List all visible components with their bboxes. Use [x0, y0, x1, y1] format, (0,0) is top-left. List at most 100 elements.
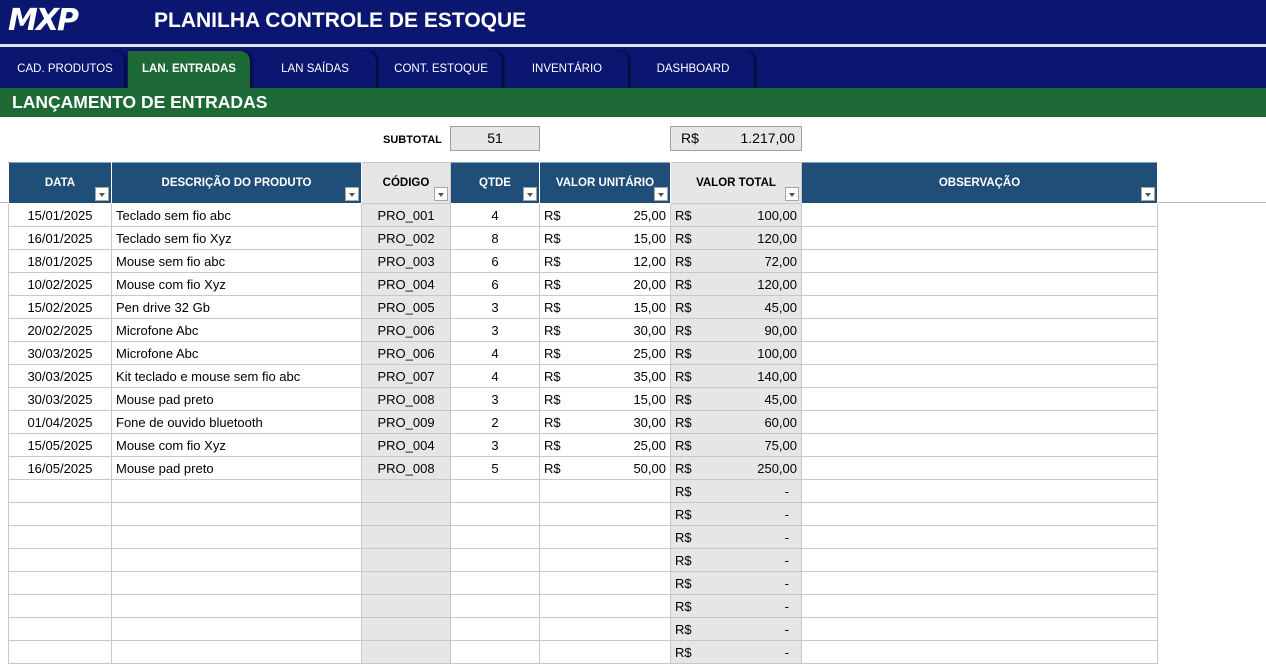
observation-cell[interactable]: [801, 571, 1158, 595]
filter-dropdown-icon[interactable]: [785, 187, 799, 201]
quantity-cell[interactable]: 8: [450, 226, 540, 250]
date-cell[interactable]: 01/04/2025: [8, 410, 112, 434]
unit-value-cell[interactable]: [539, 548, 671, 572]
unit-value-cell[interactable]: [539, 594, 671, 618]
tab-cont-estoque[interactable]: CONT. ESTOQUE: [380, 51, 502, 88]
description-cell[interactable]: Mouse sem fio abc: [111, 249, 362, 273]
observation-cell[interactable]: [801, 525, 1158, 549]
unit-value-cell[interactable]: R$ 12,00: [539, 249, 671, 273]
description-cell[interactable]: [111, 502, 362, 526]
code-cell[interactable]: PRO_008: [361, 387, 451, 411]
total-value-cell[interactable]: R$ 100,00: [670, 341, 802, 365]
quantity-cell[interactable]: [450, 525, 540, 549]
date-cell[interactable]: 18/01/2025: [8, 249, 112, 273]
date-cell[interactable]: 15/02/2025: [8, 295, 112, 319]
observation-cell[interactable]: [801, 272, 1158, 296]
observation-cell[interactable]: [801, 318, 1158, 342]
date-cell[interactable]: [8, 479, 112, 503]
date-cell[interactable]: 30/03/2025: [8, 341, 112, 365]
quantity-cell[interactable]: [450, 640, 540, 664]
date-cell[interactable]: 15/01/2025: [8, 203, 112, 227]
quantity-cell[interactable]: 4: [450, 341, 540, 365]
observation-cell[interactable]: [801, 226, 1158, 250]
description-cell[interactable]: Mouse com fio Xyz: [111, 272, 362, 296]
column-header-data[interactable]: DATA: [8, 162, 112, 204]
column-header-valor-unitario[interactable]: VALOR UNITÁRIO: [539, 162, 671, 204]
total-value-cell[interactable]: R$ 90,00: [670, 318, 802, 342]
date-cell[interactable]: [8, 617, 112, 641]
total-value-cell[interactable]: R$ 75,00: [670, 433, 802, 457]
code-cell[interactable]: PRO_005: [361, 295, 451, 319]
code-cell[interactable]: [361, 548, 451, 572]
total-value-cell[interactable]: R$ 45,00: [670, 295, 802, 319]
observation-cell[interactable]: [801, 387, 1158, 411]
code-cell[interactable]: PRO_003: [361, 249, 451, 273]
unit-value-cell[interactable]: R$ 15,00: [539, 226, 671, 250]
observation-cell[interactable]: [801, 479, 1158, 503]
total-value-cell[interactable]: R$ 140,00: [670, 364, 802, 388]
description-cell[interactable]: [111, 548, 362, 572]
code-cell[interactable]: PRO_004: [361, 433, 451, 457]
description-cell[interactable]: [111, 479, 362, 503]
unit-value-cell[interactable]: R$ 50,00: [539, 456, 671, 480]
quantity-cell[interactable]: [450, 594, 540, 618]
description-cell[interactable]: [111, 617, 362, 641]
code-cell[interactable]: [361, 502, 451, 526]
code-cell[interactable]: PRO_008: [361, 456, 451, 480]
total-value-cell[interactable]: R$ -: [670, 617, 802, 641]
quantity-cell[interactable]: 2: [450, 410, 540, 434]
code-cell[interactable]: PRO_001: [361, 203, 451, 227]
code-cell[interactable]: [361, 594, 451, 618]
filter-dropdown-icon[interactable]: [654, 187, 668, 201]
description-cell[interactable]: [111, 594, 362, 618]
code-cell[interactable]: PRO_006: [361, 318, 451, 342]
unit-value-cell[interactable]: [539, 479, 671, 503]
total-value-cell[interactable]: R$ -: [670, 594, 802, 618]
code-cell[interactable]: PRO_002: [361, 226, 451, 250]
quantity-cell[interactable]: 6: [450, 249, 540, 273]
description-cell[interactable]: Microfone Abc: [111, 318, 362, 342]
column-header-observacao[interactable]: OBSERVAÇÃO: [801, 162, 1158, 204]
filter-dropdown-icon[interactable]: [523, 187, 537, 201]
code-cell[interactable]: PRO_006: [361, 341, 451, 365]
column-header-descricao[interactable]: DESCRIÇÃO DO PRODUTO: [111, 162, 362, 204]
total-value-cell[interactable]: R$ -: [670, 525, 802, 549]
code-cell[interactable]: PRO_009: [361, 410, 451, 434]
quantity-cell[interactable]: [450, 479, 540, 503]
unit-value-cell[interactable]: R$ 20,00: [539, 272, 671, 296]
total-value-cell[interactable]: R$ 120,00: [670, 226, 802, 250]
date-cell[interactable]: 10/02/2025: [8, 272, 112, 296]
description-cell[interactable]: Mouse pad preto: [111, 456, 362, 480]
total-value-cell[interactable]: R$ -: [670, 502, 802, 526]
unit-value-cell[interactable]: [539, 525, 671, 549]
quantity-cell[interactable]: [450, 571, 540, 595]
observation-cell[interactable]: [801, 640, 1158, 664]
tab-cad-produtos[interactable]: CAD. PRODUTOS: [6, 51, 124, 88]
unit-value-cell[interactable]: [539, 571, 671, 595]
description-cell[interactable]: Teclado sem fio abc: [111, 203, 362, 227]
observation-cell[interactable]: [801, 249, 1158, 273]
observation-cell[interactable]: [801, 341, 1158, 365]
code-cell[interactable]: PRO_007: [361, 364, 451, 388]
description-cell[interactable]: Kit teclado e mouse sem fio abc: [111, 364, 362, 388]
date-cell[interactable]: [8, 571, 112, 595]
description-cell[interactable]: Microfone Abc: [111, 341, 362, 365]
date-cell[interactable]: [8, 548, 112, 572]
unit-value-cell[interactable]: [539, 617, 671, 641]
unit-value-cell[interactable]: [539, 640, 671, 664]
observation-cell[interactable]: [801, 410, 1158, 434]
observation-cell[interactable]: [801, 617, 1158, 641]
date-cell[interactable]: 30/03/2025: [8, 387, 112, 411]
description-cell[interactable]: [111, 640, 362, 664]
code-cell[interactable]: [361, 479, 451, 503]
tab-inventario[interactable]: INVENTÁRIO: [506, 51, 628, 88]
date-cell[interactable]: 30/03/2025: [8, 364, 112, 388]
quantity-cell[interactable]: 6: [450, 272, 540, 296]
total-value-cell[interactable]: R$ -: [670, 571, 802, 595]
description-cell[interactable]: [111, 571, 362, 595]
code-cell[interactable]: [361, 571, 451, 595]
column-header-qtde[interactable]: QTDE: [450, 162, 540, 204]
filter-dropdown-icon[interactable]: [345, 187, 359, 201]
date-cell[interactable]: 20/02/2025: [8, 318, 112, 342]
date-cell[interactable]: 16/05/2025: [8, 456, 112, 480]
